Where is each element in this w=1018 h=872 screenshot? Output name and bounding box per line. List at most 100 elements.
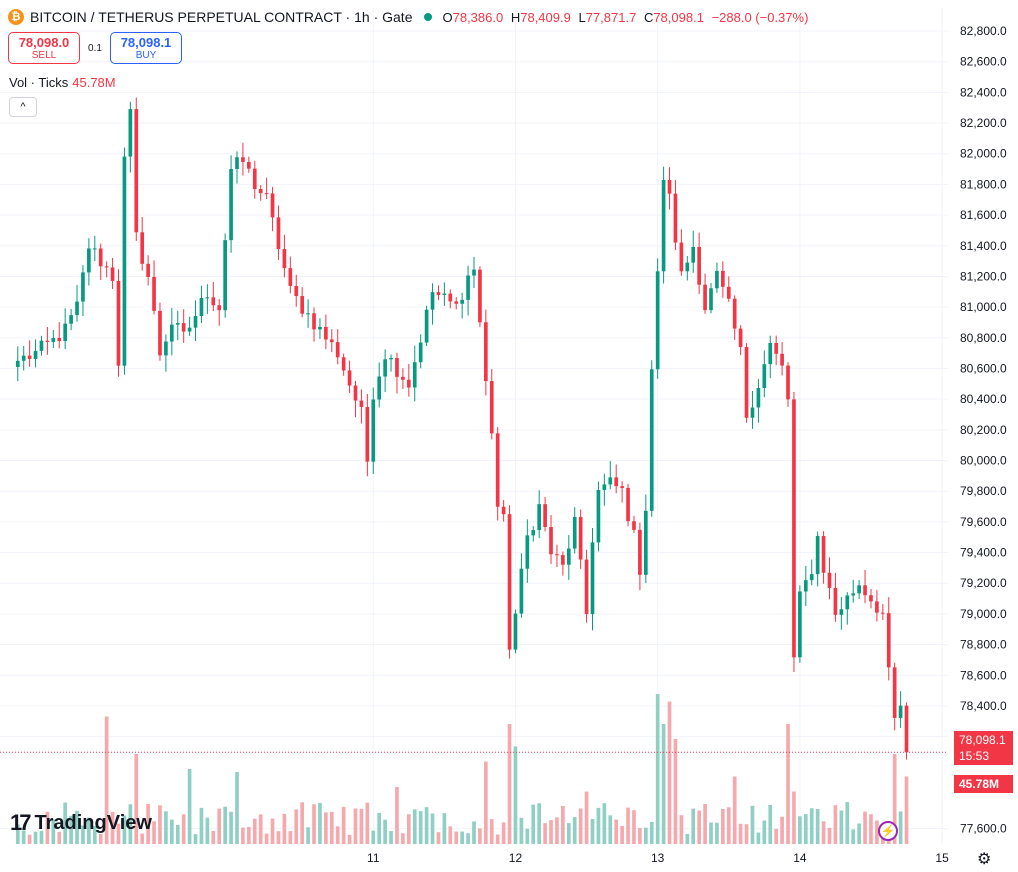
candle-body xyxy=(833,587,838,615)
volume-bar xyxy=(572,817,577,844)
sell-price: 78,098.0 xyxy=(18,34,70,50)
sell-button[interactable]: 78,098.0 SELL xyxy=(8,32,80,64)
ohlc-values: O78,386.0 H78,409.9 L77,871.7 C78,098.1 … xyxy=(442,10,812,25)
candle-body xyxy=(839,609,844,615)
volume-bar xyxy=(519,817,524,844)
candle xyxy=(341,353,346,376)
candle xyxy=(721,261,725,298)
candle-body xyxy=(572,516,577,549)
tradingview-logo[interactable]: 17 TradingView xyxy=(10,810,152,836)
candle xyxy=(590,528,595,631)
volume-bar xyxy=(632,810,636,844)
volume-bar xyxy=(69,815,73,844)
candle xyxy=(904,702,909,760)
open-label: O xyxy=(442,9,453,25)
candle xyxy=(98,243,103,280)
candle-body xyxy=(638,529,642,575)
y-tick-label: 80,600.0 xyxy=(960,361,1007,375)
candle xyxy=(851,579,856,603)
candle-body xyxy=(318,326,322,330)
candle xyxy=(205,284,210,315)
candle-body xyxy=(282,249,287,269)
candle xyxy=(715,262,719,293)
volume-bar xyxy=(146,804,150,844)
candle-body xyxy=(721,270,725,287)
candles xyxy=(15,97,909,760)
candle-body xyxy=(217,305,222,311)
open-value: 78,386.0 xyxy=(452,9,504,25)
volume-bar xyxy=(128,804,133,844)
volume-bar xyxy=(424,807,429,844)
symbol-title[interactable]: BITCOIN / TETHERUS PERPETUAL CONTRACT · … xyxy=(30,9,413,25)
volume-bar xyxy=(721,808,725,844)
volume-bar xyxy=(555,817,559,844)
candle-body xyxy=(691,246,696,263)
volume-bar xyxy=(395,787,399,844)
candle xyxy=(839,597,844,630)
candle-body xyxy=(472,269,476,276)
candle xyxy=(389,354,393,372)
candle-body xyxy=(39,340,44,351)
time-axis[interactable]: 111213141516 xyxy=(367,851,1018,865)
volume-bar xyxy=(667,701,672,844)
y-tick-label: 82,000.0 xyxy=(960,147,1007,161)
volume-bar xyxy=(430,813,435,844)
volume-bar xyxy=(406,814,411,844)
buy-price: 78,098.1 xyxy=(120,34,172,50)
volume-bar xyxy=(484,761,488,844)
candle-body xyxy=(235,157,239,169)
volume-bar xyxy=(104,716,109,844)
candle-body xyxy=(738,328,743,348)
volume-bar xyxy=(347,834,352,844)
candle-body xyxy=(561,555,565,565)
candle-body xyxy=(57,337,62,342)
candle xyxy=(643,494,648,584)
candle xyxy=(472,256,476,288)
candle-body xyxy=(371,399,376,462)
candle xyxy=(489,368,494,440)
trade-panel: 78,098.0 SELL 0.1 78,098.1 BUY xyxy=(8,32,182,64)
candle-body xyxy=(531,530,536,536)
volume-bar xyxy=(252,818,257,844)
candle-body xyxy=(288,268,293,286)
candle xyxy=(306,299,310,328)
gear-icon[interactable]: ⚙ xyxy=(977,851,992,868)
buy-button[interactable]: 78,098.1 BUY xyxy=(110,32,182,64)
price-axis[interactable]: 82,800.0 82,600.0 82,400.0 82,200.0 82,000.0… xyxy=(960,24,1007,836)
candle xyxy=(383,349,387,393)
high-value: 78,409.9 xyxy=(520,9,571,25)
volume-legend[interactable]: Vol · Ticks 45.78M xyxy=(9,75,116,90)
volume-bars xyxy=(15,694,909,844)
candle xyxy=(21,345,26,371)
x-tick-label: 12 xyxy=(509,851,523,865)
volume-bar xyxy=(335,826,340,844)
candle-body xyxy=(792,399,796,658)
bolt-icon[interactable]: ⚡ xyxy=(878,821,898,841)
candle-body xyxy=(857,585,861,594)
y-tick-label: 81,800.0 xyxy=(960,177,1007,191)
volume-bar xyxy=(448,826,453,844)
candle xyxy=(756,379,761,423)
candle xyxy=(667,167,672,210)
candle xyxy=(181,309,186,343)
candle xyxy=(365,393,370,477)
x-tick-label: 14 xyxy=(793,851,807,865)
candle-body xyxy=(478,269,482,323)
candle xyxy=(792,391,796,673)
volume-bar xyxy=(371,830,376,844)
volume-bar xyxy=(904,776,909,844)
candle xyxy=(768,335,773,379)
volume-bar xyxy=(282,813,287,844)
candle-body xyxy=(501,506,506,515)
chart-header: ₿ BITCOIN / TETHERUS PERPETUAL CONTRACT … xyxy=(8,6,812,28)
candle-body xyxy=(460,299,464,304)
volume-bar xyxy=(217,808,222,844)
candle xyxy=(815,531,820,587)
candle xyxy=(335,329,340,365)
candle xyxy=(329,329,334,353)
collapse-legend-button[interactable]: ^ xyxy=(9,97,37,117)
candle xyxy=(626,483,630,527)
candle xyxy=(81,265,85,316)
volume-bar xyxy=(863,811,867,844)
